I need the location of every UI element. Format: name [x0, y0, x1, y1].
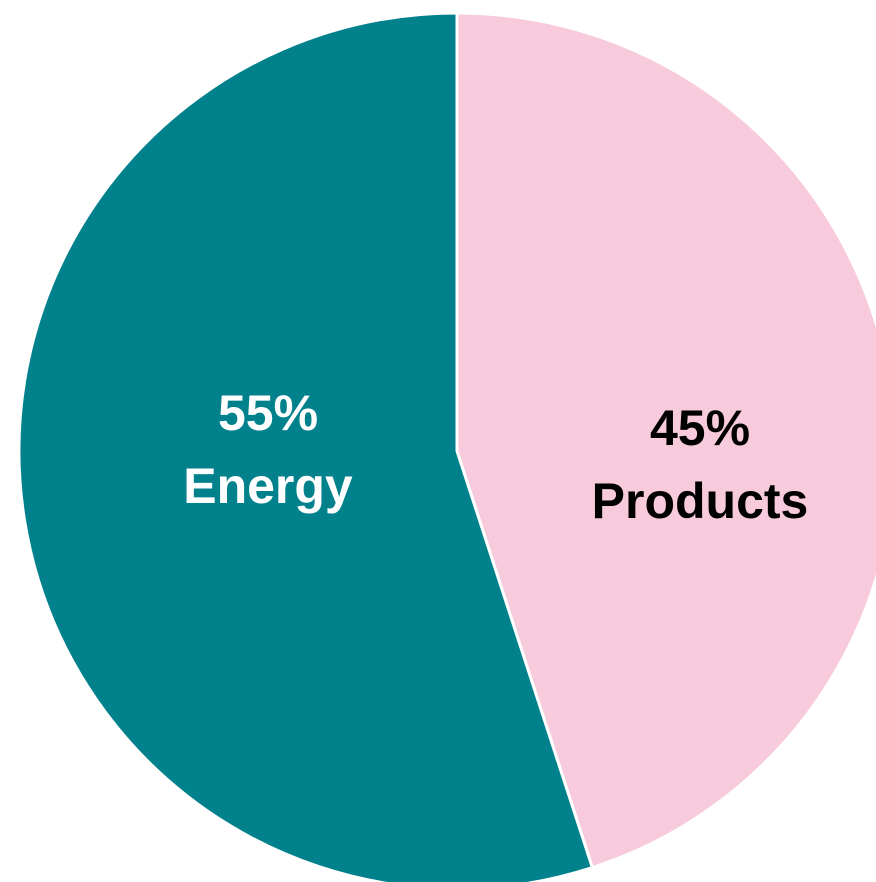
pie-slices: [17, 11, 876, 882]
slice-labels: 45% Products 55% Energy: [183, 385, 808, 529]
pie-slice-products: [455, 11, 876, 870]
pie-slice-energy: [17, 11, 594, 882]
slice-category-label-energy: Energy: [183, 458, 353, 514]
slice-category-label-products: Products: [592, 473, 809, 529]
slice-value-label-energy: 55%: [218, 385, 318, 441]
slice-value-label-products: 45%: [650, 400, 750, 456]
